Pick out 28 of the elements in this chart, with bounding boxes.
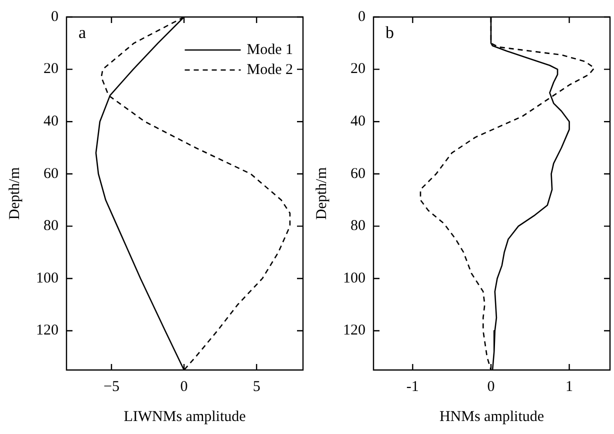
y-tick-label: 120 xyxy=(36,322,58,339)
x-tick-label: 5 xyxy=(252,378,260,395)
x-axis-title: LIWNMs amplitude xyxy=(124,408,246,425)
y-tick-label: 40 xyxy=(350,114,366,130)
y-tick-label: 40 xyxy=(44,114,58,130)
y-tick-label: 60 xyxy=(44,166,58,182)
x-tick-label: 1 xyxy=(566,378,574,395)
y-tick-label: 120 xyxy=(343,322,366,339)
y-axis-title: Depth/m xyxy=(6,166,23,220)
y-tick-label: 100 xyxy=(36,270,58,286)
annotation: b xyxy=(386,22,394,42)
y-tick-label: 80 xyxy=(350,218,366,234)
y-tick-label: 0 xyxy=(358,8,366,25)
x-tick-label: 0 xyxy=(180,378,188,395)
legend-label: Mode 1 xyxy=(246,42,294,58)
y-tick-label: 60 xyxy=(350,166,366,182)
x-axis-title: HNMs amplitude xyxy=(439,408,544,425)
y-tick-label: 100 xyxy=(343,270,366,286)
x-tick-label: −5 xyxy=(103,378,120,395)
y-tick-label: 0 xyxy=(51,8,58,25)
y-tick-label: 20 xyxy=(350,61,366,78)
y-tick-label: 80 xyxy=(44,218,58,234)
legend-label: Mode 2 xyxy=(246,62,294,78)
annotation: a xyxy=(78,22,86,42)
y-tick-label: 20 xyxy=(44,61,58,78)
x-tick-label: -1 xyxy=(406,378,419,395)
x-tick-label: 0 xyxy=(487,378,495,395)
y-axis-title: Depth/m xyxy=(314,166,330,220)
